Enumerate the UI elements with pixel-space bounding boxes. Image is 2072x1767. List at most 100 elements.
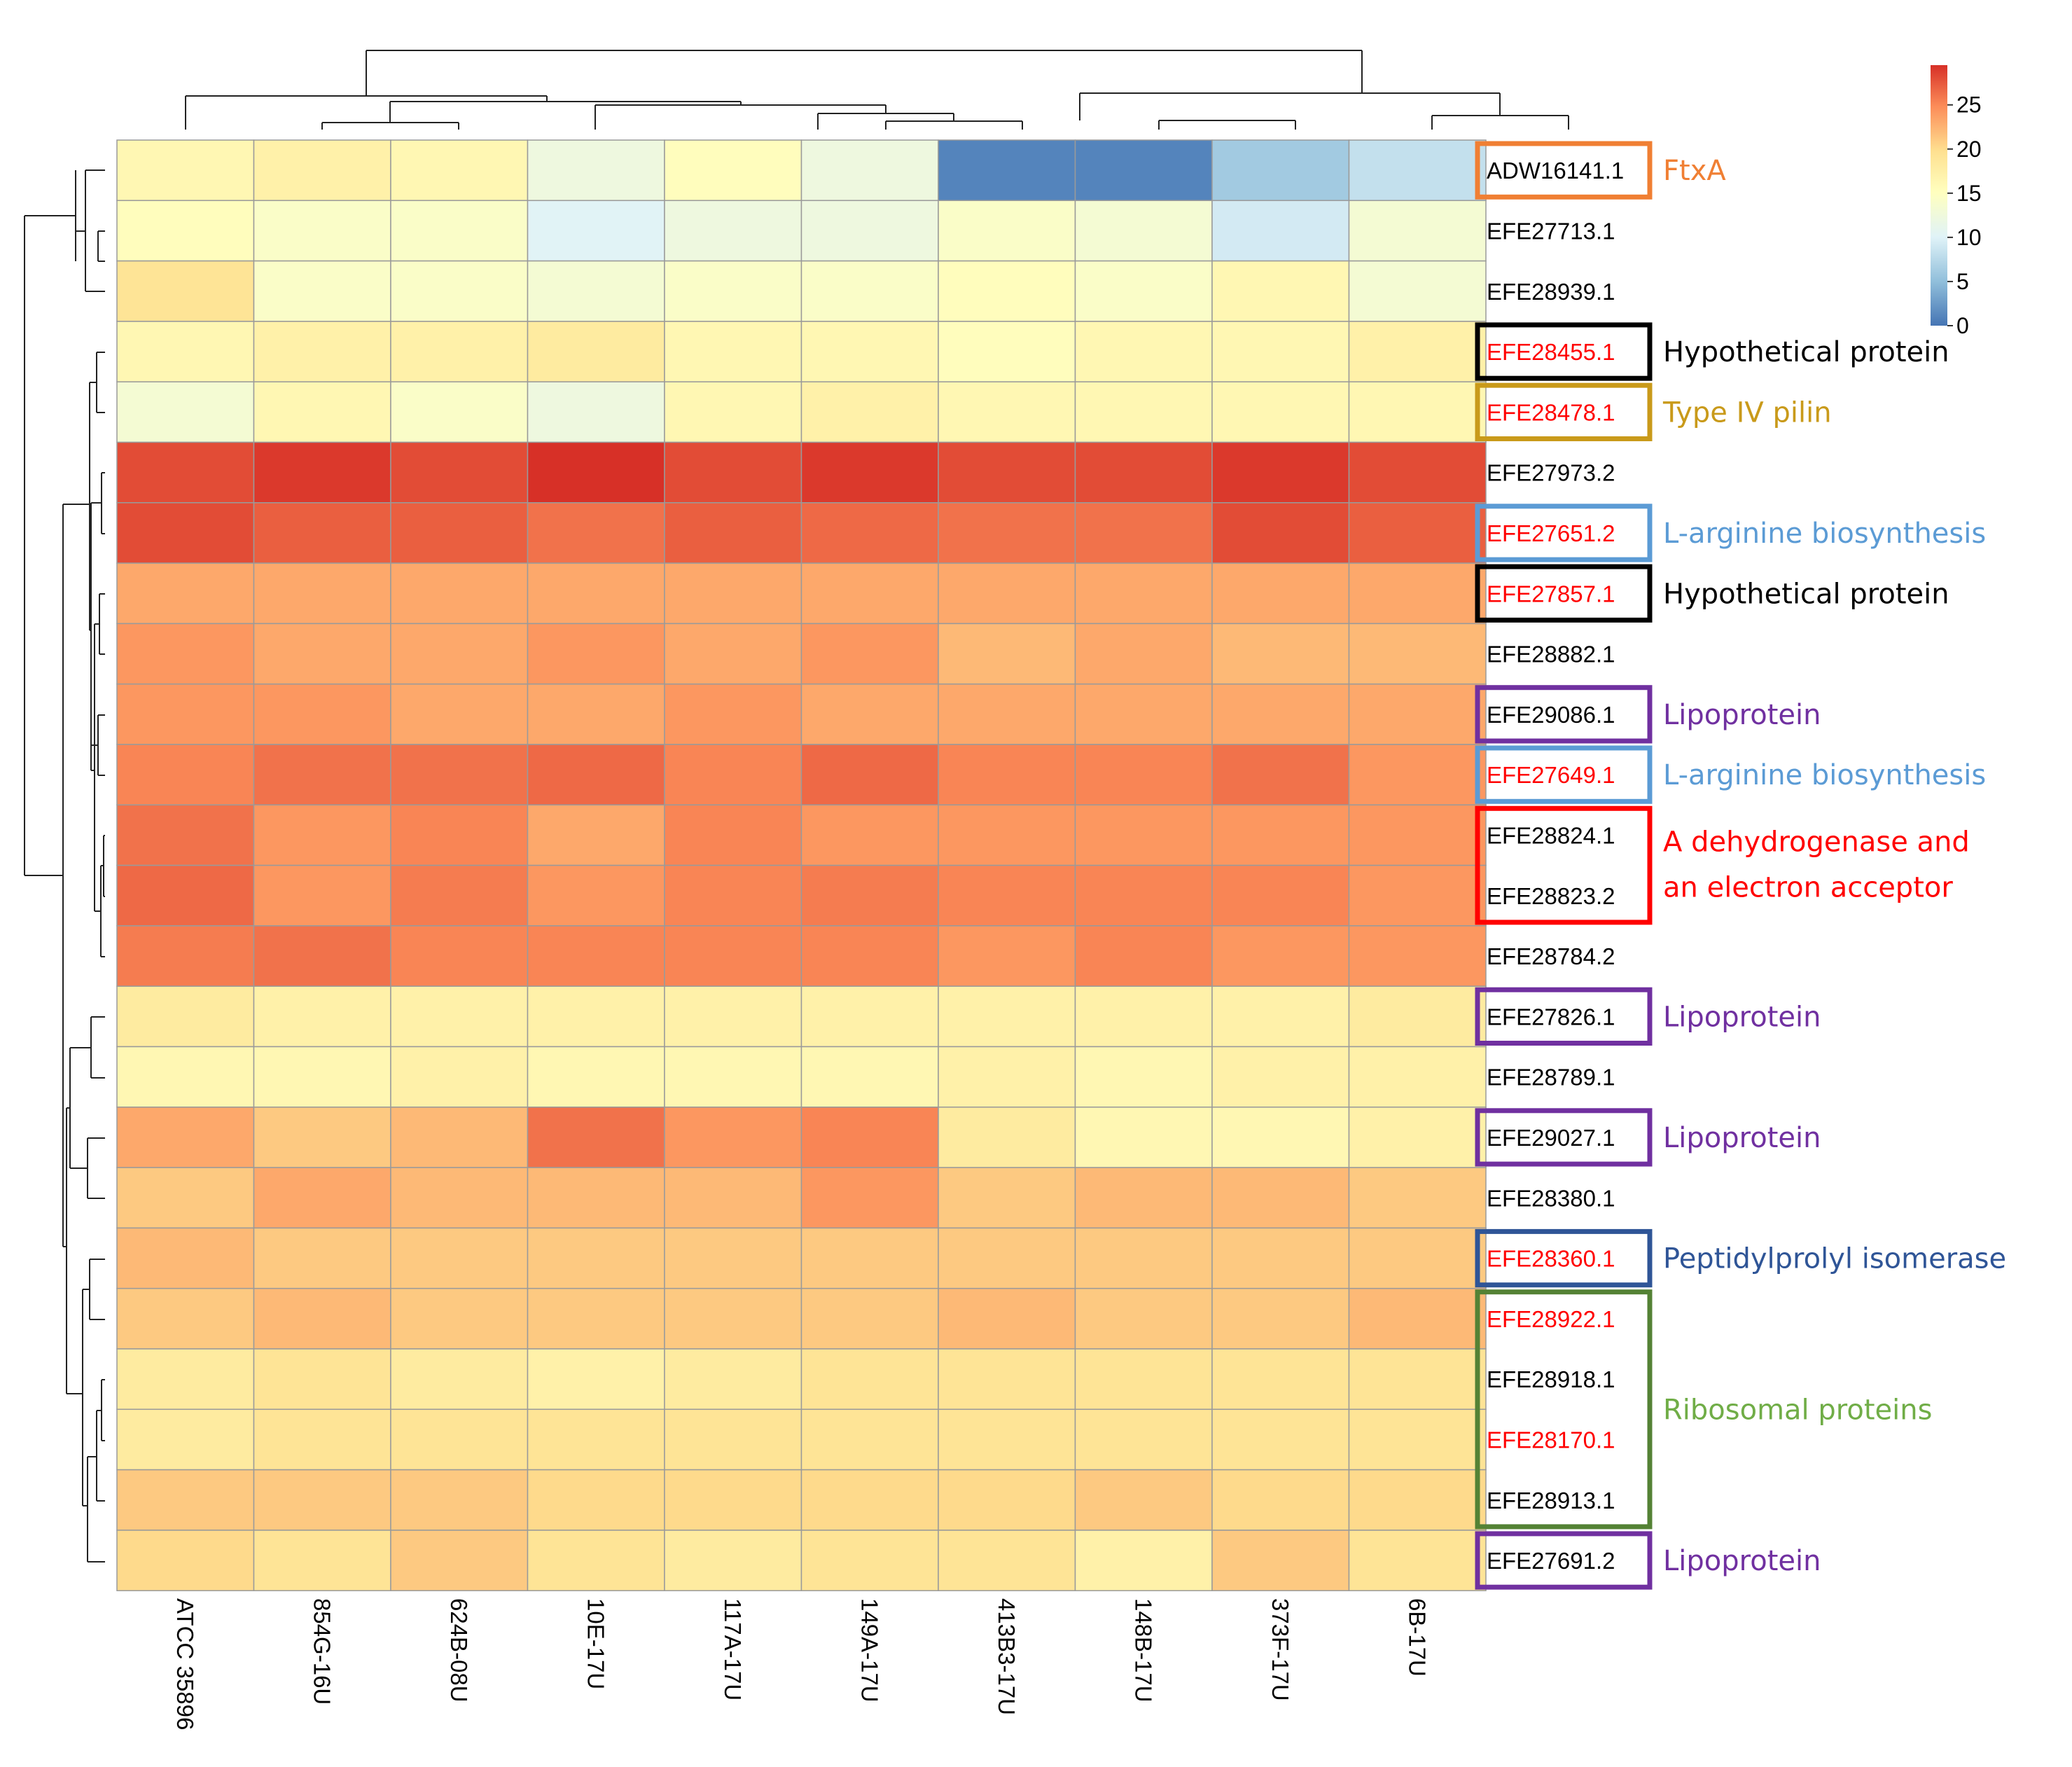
heatmap-cell: [1074, 1287, 1213, 1350]
heatmap-cell: [664, 1167, 802, 1229]
heatmap-cell: [800, 381, 939, 443]
heatmap-cell: [1211, 1107, 1350, 1168]
row-label: EFE28922.1: [1487, 1306, 1615, 1332]
heatmap-cell: [938, 321, 1076, 382]
heatmap-cell: [938, 985, 1076, 1048]
heatmap-cell: [390, 381, 529, 443]
colorbar-gradient: [1931, 65, 1947, 326]
heatmap-cell: [116, 1469, 255, 1531]
heatmap-cell: [664, 381, 802, 443]
heatmap-cell: [800, 200, 939, 262]
column-labels: ATCC 35896 854G-16U 624B-08U 10E-17U 117A-17…: [172, 1598, 1431, 1730]
row-label: EFE27691.2: [1487, 1548, 1615, 1574]
row-label: EFE28939.1: [1487, 279, 1615, 305]
heatmap-cell: [938, 1167, 1076, 1229]
heatmap-cell: [800, 623, 939, 685]
heatmap-cell: [1074, 1530, 1213, 1591]
heatmap-cell: [527, 1107, 665, 1168]
heatmap-cell: [527, 1287, 665, 1350]
heatmap-cell: [1074, 441, 1213, 504]
heatmap-cell: [527, 804, 665, 866]
row-label: EFE28455.1: [1487, 339, 1615, 365]
annotation-box: [1475, 504, 1653, 562]
heatmap-cell: [938, 1287, 1076, 1350]
heatmap-cell: [1348, 139, 1487, 202]
heatmap-cell: [527, 260, 665, 322]
row-label: EFE28913.1: [1487, 1488, 1615, 1513]
annotation-label: Type IV pilin: [1662, 396, 1832, 429]
heatmap-cell: [390, 744, 529, 806]
heatmap-cell: [253, 1408, 391, 1471]
heatmap-cell: [1348, 925, 1487, 987]
heatmap-cell: [1074, 200, 1213, 262]
heatmap-cell: [116, 1287, 255, 1350]
heatmap-cell: [1348, 562, 1487, 625]
heatmap-cell: [800, 321, 939, 382]
column-dendrogram: [185, 50, 1569, 130]
colorbar-tick-label: 10: [1956, 225, 1982, 250]
heatmap-cell: [664, 1348, 802, 1411]
heatmap-cell: [116, 1046, 255, 1108]
heatmap-cell: [253, 1107, 391, 1168]
heatmap-cell: [664, 1469, 802, 1531]
heatmap-cell: [1074, 1167, 1213, 1229]
heatmap-cell: [390, 864, 529, 927]
heatmap-cell: [1074, 1046, 1213, 1108]
heatmap-cell: [1074, 804, 1213, 866]
row-label: EFE28824.1: [1487, 822, 1615, 848]
annotation-label: Hypothetical protein: [1663, 578, 1949, 610]
heatmap-cell: [1211, 321, 1350, 382]
heatmap-cell: [253, 139, 391, 202]
heatmap-cell: [390, 683, 529, 745]
heatmap-cell: [390, 1530, 529, 1591]
heatmap-cell: [1348, 502, 1487, 564]
heatmap-cell: [1074, 502, 1213, 564]
annotation-box: [1475, 745, 1653, 804]
heatmap-cell: [800, 985, 939, 1048]
heatmap-cell: [938, 139, 1076, 202]
heatmap-cell: [938, 1530, 1076, 1591]
heatmap-cell: [116, 502, 255, 564]
heatmap-cell: [527, 1167, 665, 1229]
heatmap-cell: [1211, 200, 1350, 262]
heatmap-cell: [1348, 683, 1487, 745]
heatmap-cell: [664, 139, 802, 202]
row-label: EFE28823.2: [1487, 883, 1615, 909]
heatmap-cell: [664, 321, 802, 382]
heatmap-cell: [390, 1046, 529, 1108]
heatmap-cell: [1211, 683, 1350, 745]
heatmap-cell: [390, 200, 529, 262]
heatmap-cell: [938, 683, 1076, 745]
heatmap-cell: [527, 1348, 665, 1411]
heatmap-cell: [527, 321, 665, 382]
annotation-label: A dehydrogenase and: [1663, 826, 1970, 859]
heatmap-cell: [527, 1046, 665, 1108]
heatmap-cell: [253, 260, 391, 322]
annotation-label: Lipoprotein: [1663, 1122, 1821, 1154]
heatmap-cell: [1074, 1227, 1213, 1289]
heatmap-cell: [1074, 321, 1213, 382]
heatmap-cell: [527, 502, 665, 564]
heatmap-cell: [664, 1046, 802, 1108]
heatmap-cell: [664, 1408, 802, 1471]
heatmap-cell: [1211, 1046, 1350, 1108]
heatmap-cell: [1074, 260, 1213, 322]
column-label: 413B3-17U: [994, 1598, 1020, 1715]
annotation-box: [1475, 1531, 1653, 1590]
row-label: EFE29027.1: [1487, 1125, 1615, 1151]
heatmap-cell: [116, 1227, 255, 1289]
heatmap-cell: [390, 260, 529, 322]
heatmap-cell: [390, 804, 529, 866]
heatmap-cell: [253, 1469, 391, 1531]
heatmap-cell: [253, 1227, 391, 1289]
heatmap-cell: [253, 562, 391, 625]
heatmap-cell: [527, 562, 665, 625]
heatmap-cell: [1074, 562, 1213, 625]
annotation-box: [1475, 1108, 1653, 1167]
colorbar-tick-label: 20: [1956, 137, 1982, 162]
heatmap-cell: [800, 139, 939, 202]
heatmap-cell: [938, 623, 1076, 685]
heatmap-cell: [527, 381, 665, 443]
heatmap-cell: [664, 502, 802, 564]
row-dendrogram: [24, 169, 105, 1562]
